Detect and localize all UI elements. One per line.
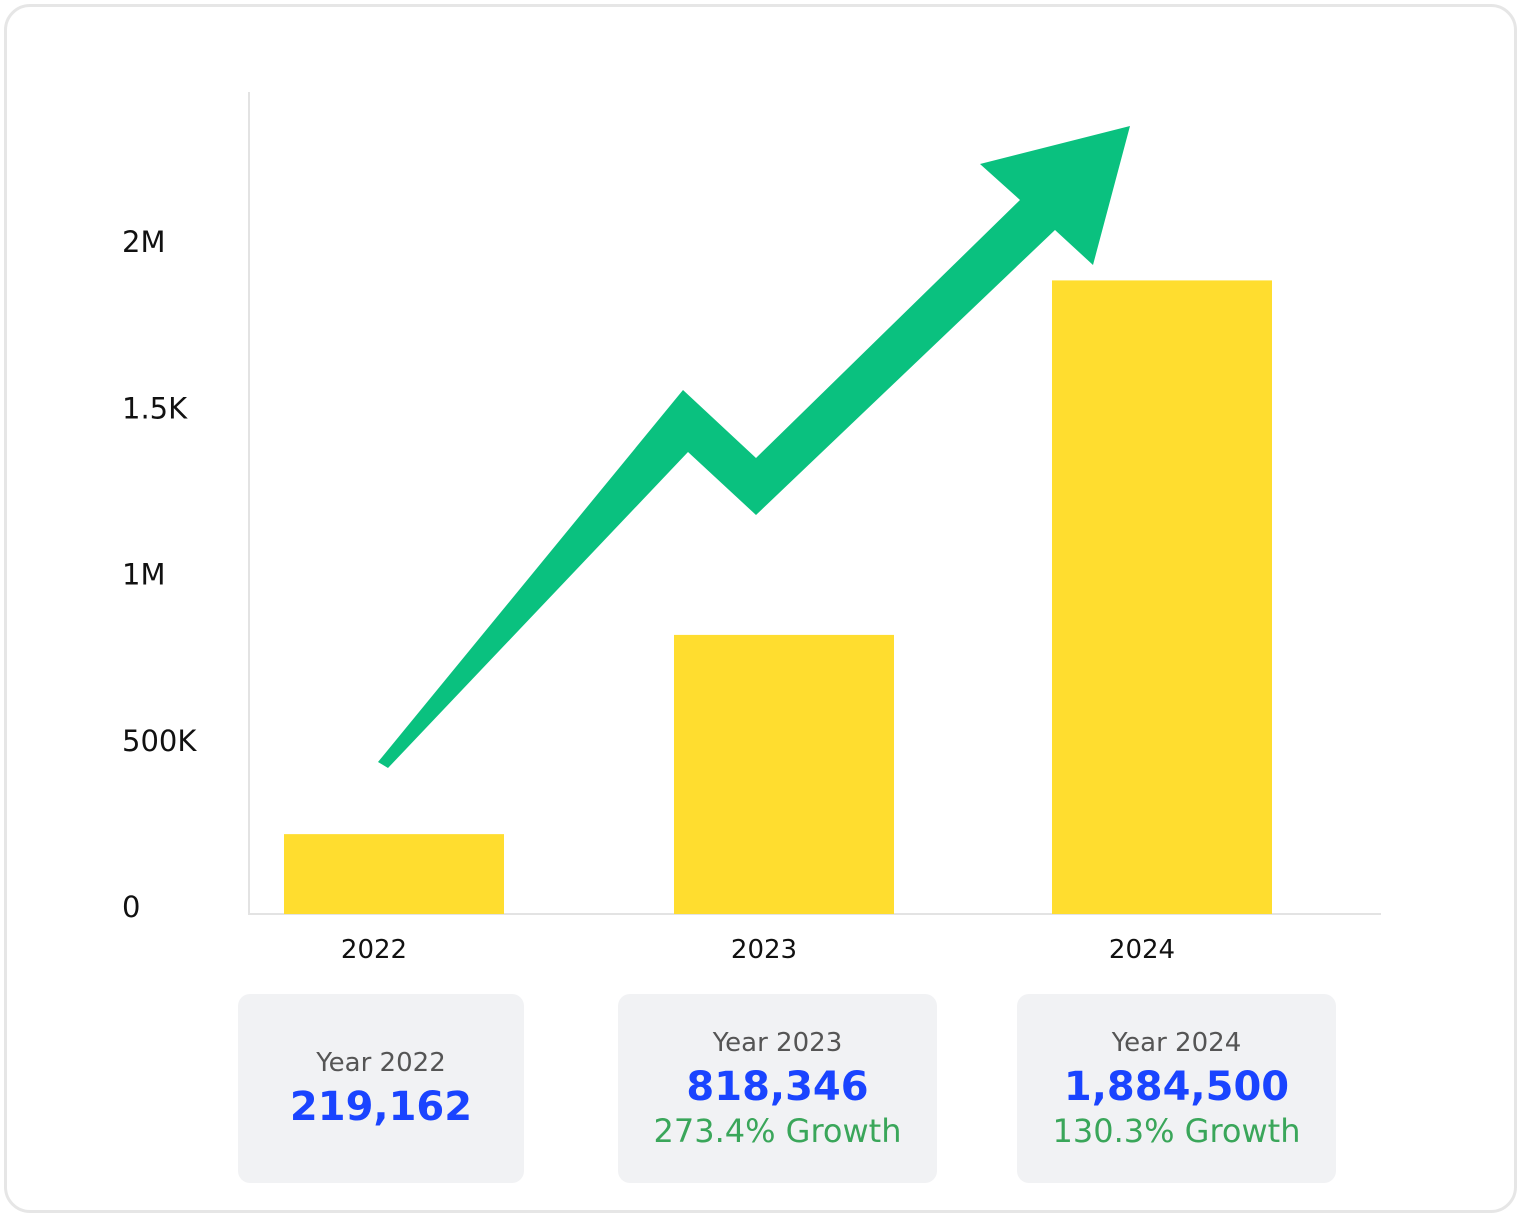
stat-growth: 273.4% Growth bbox=[653, 1111, 902, 1150]
y-tick-label: 500K bbox=[122, 724, 197, 758]
bar-2022 bbox=[284, 834, 504, 914]
x-tick-label: 2022 bbox=[341, 935, 407, 965]
bar-2023 bbox=[674, 634, 894, 914]
y-tick-label: 2M bbox=[122, 225, 165, 259]
stat-growth: 130.3% Growth bbox=[1052, 1111, 1301, 1150]
stat-card-2022: Year 2022 219,162 bbox=[238, 994, 524, 1183]
bar-2024 bbox=[1052, 280, 1272, 914]
stat-label: Year 2024 bbox=[1111, 1027, 1242, 1058]
stat-card-2023: Year 2023 818,346 273.4% Growth bbox=[618, 994, 937, 1183]
x-tick-label: 2023 bbox=[731, 935, 797, 965]
stat-label: Year 2023 bbox=[712, 1027, 843, 1058]
stat-label: Year 2022 bbox=[316, 1047, 446, 1078]
stat-value: 219,162 bbox=[289, 1083, 473, 1130]
growth-arrow-icon bbox=[378, 126, 1130, 768]
y-tick-label: 0 bbox=[122, 890, 140, 924]
stat-value: 818,346 bbox=[686, 1063, 869, 1110]
y-tick-label: 1M bbox=[122, 558, 165, 592]
y-tick-label: 1.5K bbox=[122, 391, 188, 425]
x-tick-label: 2024 bbox=[1109, 935, 1175, 965]
stat-card-2024: Year 2024 1,884,500 130.3% Growth bbox=[1017, 994, 1336, 1183]
stat-value: 1,884,500 bbox=[1063, 1063, 1290, 1110]
